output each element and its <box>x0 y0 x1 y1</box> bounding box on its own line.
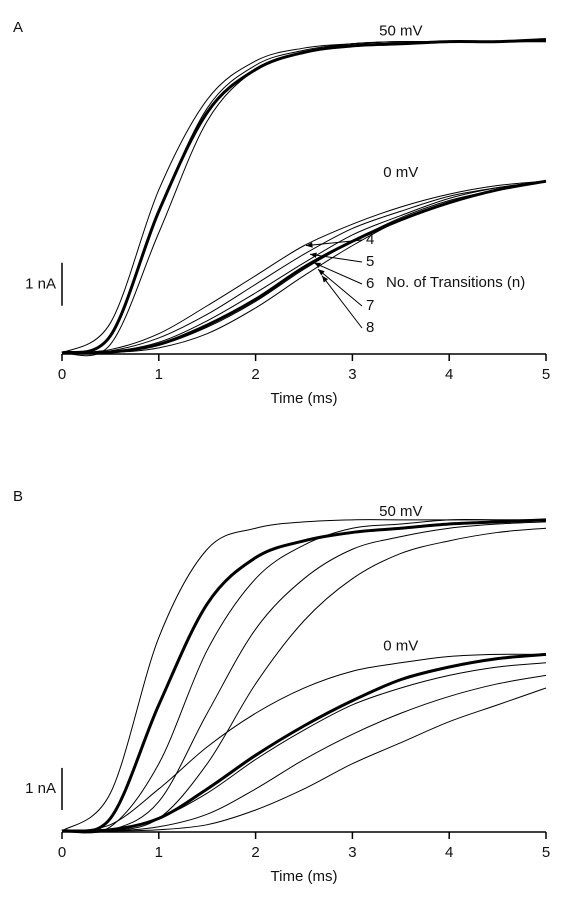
x-tick-label: 5 <box>542 366 550 383</box>
series-label: 0 mV <box>383 637 418 654</box>
x-tick-label: 1 <box>155 366 163 383</box>
x-axis-label: Time (ms) <box>271 868 338 885</box>
curve <box>61 652 547 833</box>
curve <box>61 662 547 832</box>
curve <box>61 519 546 832</box>
series-label: 0 mV <box>383 164 418 181</box>
x-tick-label: 3 <box>348 844 356 861</box>
curve <box>61 653 547 832</box>
curve <box>61 519 546 834</box>
curve <box>61 527 547 833</box>
series-label: 7 <box>366 297 374 314</box>
series-label: 5 <box>366 253 374 270</box>
curve <box>61 674 547 832</box>
arrow-head <box>314 262 321 268</box>
series-label: 6 <box>366 275 374 292</box>
curve <box>61 179 547 355</box>
x-tick-label: 0 <box>58 366 66 383</box>
x-axis-label: Time (ms) <box>271 390 338 407</box>
series-label: 8 <box>366 319 374 336</box>
arrow-head <box>306 242 313 248</box>
curve <box>61 180 547 354</box>
series-label: 50 mV <box>379 22 422 39</box>
arrow-head <box>322 275 329 283</box>
x-tick-label: 4 <box>445 844 453 861</box>
x-tick-label: 0 <box>58 844 66 861</box>
x-tick-label: 5 <box>542 844 550 861</box>
curve <box>61 40 546 357</box>
curve <box>61 518 547 834</box>
scale-bar-label: 1 nA <box>25 275 56 292</box>
curve <box>61 687 547 832</box>
curve <box>61 180 547 354</box>
panel-label: A <box>13 19 23 36</box>
label-arrow <box>313 262 363 285</box>
x-tick-label: 2 <box>251 844 259 861</box>
series-label: 50 mV <box>379 503 422 520</box>
annotation: No. of Transitions (n) <box>386 274 525 291</box>
x-tick-label: 1 <box>155 844 163 861</box>
x-tick-label: 4 <box>445 366 453 383</box>
curve <box>61 180 547 354</box>
curve <box>61 180 547 354</box>
label-arrow <box>317 268 363 307</box>
curve <box>61 180 547 354</box>
arrow-head <box>318 269 325 276</box>
x-tick-label: 2 <box>251 366 259 383</box>
x-tick-label: 3 <box>348 366 356 383</box>
curve <box>61 521 547 834</box>
label-arrow <box>309 253 363 263</box>
scale-bar-label: 1 nA <box>25 780 56 797</box>
label-arrow <box>321 275 363 329</box>
series-label: 4 <box>366 231 374 248</box>
panel-label: B <box>13 488 23 505</box>
